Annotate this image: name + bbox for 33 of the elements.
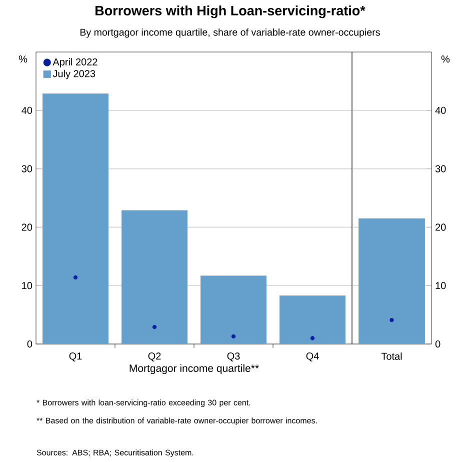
text: * Borrowers with loan-servicing-ratio exceeding 30 per cent. <box>36 400 250 407</box>
y-tick-label: 20 <box>22 224 32 231</box>
point <box>73 275 78 280</box>
y-tick-label: 30 <box>22 165 32 172</box>
x-tick-label: Q2 <box>148 352 161 362</box>
chart-title: Borrowers with High Loan-servicing-ratio* <box>96 6 366 18</box>
y-tick-label: 10 <box>22 282 32 290</box>
x-tick-label: Q3 <box>227 352 240 362</box>
bar <box>200 276 266 344</box>
x-tick-label: Total <box>381 352 402 360</box>
y-axis-title: % <box>18 56 28 63</box>
y-tick-label: 40 <box>22 106 32 114</box>
chart-subtitle: By mortgagor income quartile, share of variable-rate owner-occupiers <box>80 28 380 38</box>
legend-label: April 2022 <box>52 58 98 68</box>
legend-label: July 2023 <box>52 70 96 80</box>
y2-tick-label: 30 <box>435 165 446 172</box>
y-tick-label: 0 <box>27 340 32 348</box>
point <box>152 324 157 330</box>
y2-axis-title: % <box>441 56 450 63</box>
bar <box>42 93 108 344</box>
point <box>231 334 236 339</box>
y2-tick-label: 10 <box>436 282 446 290</box>
source-note: Sources: ABS; RBA; Securitisation System. <box>36 450 194 457</box>
x-axis-title: Mortgagor income quartile** <box>130 364 259 374</box>
text: ** Based on the distribution of variable-rate owner-occupier borrower incomes. <box>36 418 317 425</box>
y2-tick-label: 40 <box>435 106 446 114</box>
point <box>310 336 315 340</box>
bar <box>280 296 346 344</box>
bar <box>122 210 188 344</box>
x-tick-label: Q4 <box>306 352 319 362</box>
y2-tick-label: 0 <box>435 340 440 348</box>
y2-tick-label: 20 <box>436 224 446 231</box>
x-tick-label: Q1 <box>69 352 82 362</box>
